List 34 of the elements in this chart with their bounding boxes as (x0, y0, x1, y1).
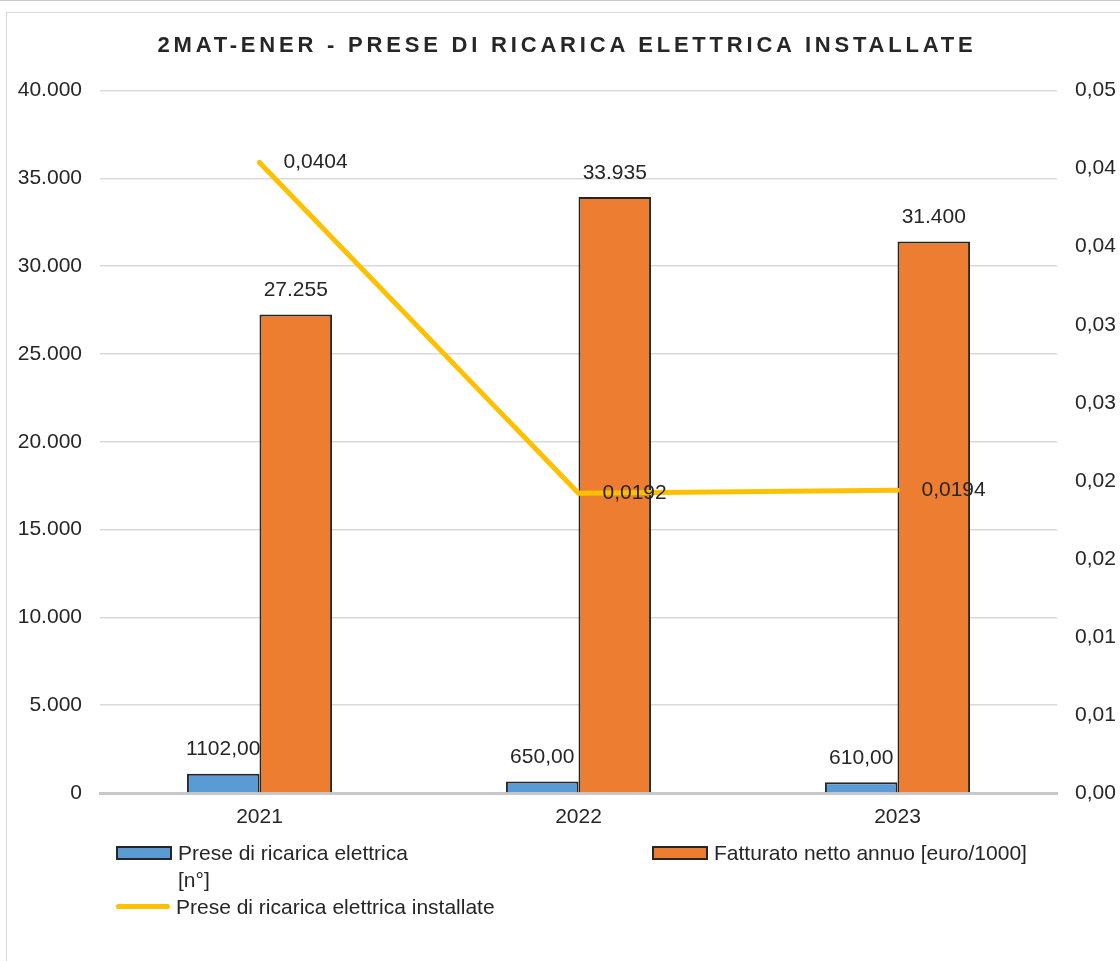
y-tick-label: 10.000 (17, 604, 82, 628)
y2-tick-label: 0,04 (1075, 233, 1117, 257)
y-tick-label: 0 (70, 779, 82, 803)
y2-tick-label: 0,01 (1075, 623, 1116, 647)
y2-tick-label: 0,04 (1075, 155, 1117, 179)
legend-label: Prese di ricarica elettrica installate (176, 894, 495, 920)
x-tick-label: 2023 (874, 804, 921, 828)
data-label: 31.400 (901, 204, 966, 228)
y2-tick-label: 0,00 (1075, 779, 1116, 803)
y2-tick-label: 0,05 (1075, 77, 1116, 101)
y-tick-label: 20.000 (17, 428, 82, 452)
x-tick-label: 2021 (236, 804, 283, 828)
data-label: 610,00 (829, 745, 894, 769)
y2-tick-label: 0,01 (1075, 701, 1116, 725)
y2-tick-label: 0,03 (1075, 389, 1116, 413)
data-label: 1102,00 (186, 736, 261, 760)
legend-label: Prese di ricarica elettrica [n°] (178, 840, 409, 893)
chart-title: 2MAT-ENER - PRESE DI RICARICA ELETTRICA INSTALLATE (156, 32, 978, 58)
y-tick-label: 25.000 (17, 340, 82, 364)
y-tick-label: 35.000 (17, 165, 82, 189)
data-label: 27.255 (263, 277, 328, 301)
y-tick-label: 5.000 (29, 692, 82, 715)
y2-tick-label: 0,02 (1075, 545, 1116, 569)
data-label: 650,00 (510, 744, 575, 768)
data-label: 0,0404 (283, 149, 349, 173)
x-tick-label: 2022 (555, 804, 602, 828)
y2-tick-label: 0,02 (1075, 467, 1116, 491)
y-tick-label: 30.000 (17, 253, 82, 276)
y-tick-label: 40.000 (17, 77, 82, 101)
legend-label: Fatturato netto annuo [euro/1000] (714, 840, 1027, 866)
data-label: 33.935 (582, 159, 647, 183)
data-label: 0,0192 (602, 480, 667, 504)
y2-tick-label: 0,03 (1075, 311, 1116, 335)
y-tick-label: 15.000 (17, 516, 82, 540)
